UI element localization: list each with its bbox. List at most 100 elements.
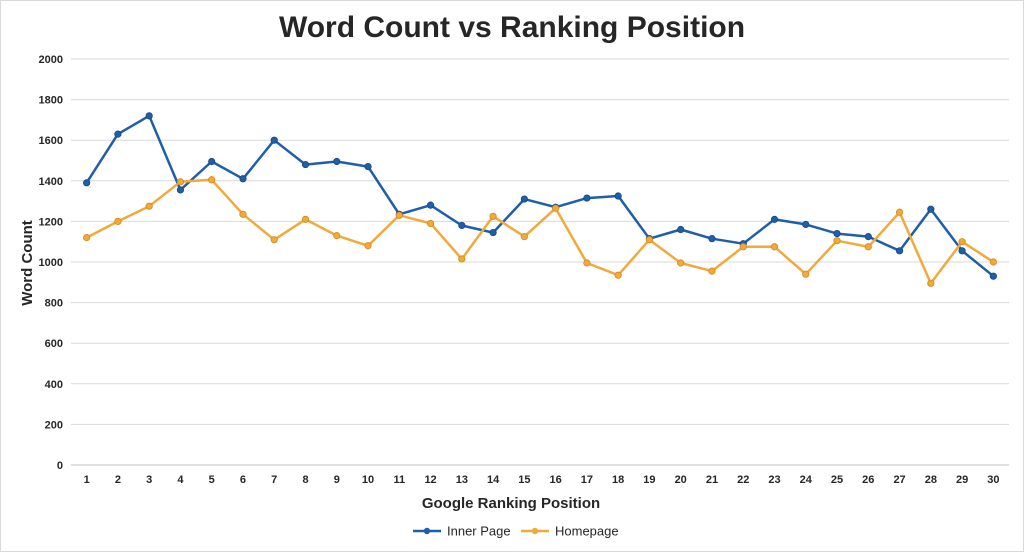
y-tick-label: 800 bbox=[45, 298, 63, 310]
gridlines bbox=[71, 58, 1009, 466]
data-point bbox=[364, 162, 372, 171]
legend: Inner Page Homepage bbox=[413, 524, 619, 539]
y-tick-label: 1800 bbox=[39, 95, 63, 107]
data-point bbox=[489, 212, 497, 220]
x-tick-label: 24 bbox=[800, 474, 813, 486]
x-tick-label: 26 bbox=[862, 474, 874, 486]
data-point bbox=[770, 243, 779, 251]
x-tick-label: 3 bbox=[146, 474, 152, 486]
legend-item: Inner Page bbox=[413, 524, 511, 539]
data-point bbox=[301, 215, 310, 223]
data-point bbox=[927, 205, 935, 213]
legend-item: Homepage bbox=[521, 524, 619, 539]
data-point bbox=[552, 204, 560, 212]
data-point bbox=[802, 270, 810, 278]
data-point bbox=[426, 219, 435, 228]
x-tick-label: 16 bbox=[550, 474, 562, 486]
data-point bbox=[770, 215, 779, 223]
series-line bbox=[85, 114, 995, 278]
x-tick-label: 15 bbox=[518, 474, 530, 486]
x-tick-label: 21 bbox=[706, 474, 718, 486]
x-tick-label: 1 bbox=[84, 474, 90, 486]
data-point bbox=[989, 258, 997, 266]
data-point bbox=[958, 238, 966, 246]
data-point bbox=[708, 267, 716, 275]
y-tick-label: 1200 bbox=[39, 216, 63, 228]
data-point bbox=[333, 157, 341, 166]
y-tick-label: 200 bbox=[45, 419, 63, 431]
x-tick-label: 14 bbox=[487, 474, 500, 486]
data-point bbox=[458, 255, 466, 263]
data-point bbox=[677, 225, 685, 234]
x-tick-label: 4 bbox=[177, 474, 184, 486]
x-tick-label: 19 bbox=[643, 474, 655, 486]
legend-swatch-marker bbox=[531, 527, 539, 535]
data-point bbox=[802, 220, 810, 229]
data-point bbox=[520, 195, 528, 203]
data-point bbox=[520, 233, 528, 241]
x-tick-label: 20 bbox=[675, 474, 687, 486]
x-tick-label: 22 bbox=[737, 474, 749, 486]
y-tick-label: 0 bbox=[57, 460, 63, 472]
y-tick-label: 600 bbox=[45, 338, 63, 350]
y-tick-label: 1600 bbox=[39, 135, 63, 147]
data-point bbox=[114, 217, 122, 225]
x-tick-label: 25 bbox=[831, 474, 843, 486]
y-axis-title: Word Count bbox=[19, 220, 36, 306]
data-point bbox=[833, 229, 841, 238]
y-tick-label: 1000 bbox=[39, 257, 63, 269]
data-point bbox=[583, 259, 591, 267]
x-tick-label: 7 bbox=[271, 474, 277, 486]
y-tick-label: 1400 bbox=[39, 176, 63, 188]
data-point bbox=[239, 175, 247, 183]
data-point bbox=[645, 236, 654, 244]
data-point bbox=[864, 243, 872, 251]
chart-title: Word Count vs Ranking Position bbox=[279, 11, 745, 44]
data-point bbox=[833, 237, 841, 245]
x-tick-labels: 1 2 3 4 5 6 7 8 9 10 11 12 13 14 15 16 17 18 19 20 21 22 23 24 2… bbox=[84, 474, 1000, 486]
y-tick-label: 400 bbox=[45, 379, 63, 391]
data-point bbox=[270, 136, 278, 144]
data-point bbox=[114, 130, 122, 138]
x-tick-label: 29 bbox=[956, 474, 968, 486]
x-tick-label: 8 bbox=[302, 474, 308, 486]
data-point bbox=[333, 232, 341, 240]
data-point bbox=[145, 202, 153, 210]
data-point bbox=[708, 235, 716, 243]
data-point bbox=[395, 211, 403, 219]
data-point bbox=[301, 160, 310, 169]
data-point bbox=[489, 228, 497, 237]
x-tick-label: 18 bbox=[612, 474, 624, 486]
data-point bbox=[83, 234, 91, 242]
data-point bbox=[239, 210, 247, 218]
data-point bbox=[208, 176, 216, 184]
data-point bbox=[145, 112, 153, 120]
series-inner-page bbox=[83, 112, 997, 280]
data-point bbox=[583, 194, 591, 202]
x-tick-label: 27 bbox=[893, 474, 905, 486]
data-point bbox=[83, 179, 91, 187]
data-point bbox=[677, 259, 685, 267]
legend-swatch-marker bbox=[423, 527, 431, 535]
y-tick-label: 2000 bbox=[39, 54, 63, 66]
data-point bbox=[739, 243, 747, 251]
data-point bbox=[364, 242, 372, 250]
x-axis-title: Google Ranking Position bbox=[422, 495, 600, 512]
data-point bbox=[614, 192, 622, 200]
data-point bbox=[426, 201, 435, 209]
legend-label: Inner Page bbox=[447, 524, 511, 539]
data-point bbox=[208, 157, 216, 166]
x-tick-label: 10 bbox=[362, 474, 374, 486]
x-tick-label: 13 bbox=[456, 474, 468, 486]
x-tick-label: 6 bbox=[240, 474, 246, 486]
x-tick-label: 30 bbox=[987, 474, 999, 486]
data-point bbox=[176, 186, 185, 194]
x-tick-label: 28 bbox=[925, 474, 937, 486]
series-group bbox=[83, 112, 997, 287]
data-point bbox=[895, 247, 904, 255]
data-point bbox=[614, 271, 622, 279]
x-tick-label: 2 bbox=[115, 474, 121, 486]
data-point bbox=[989, 272, 997, 280]
data-point bbox=[270, 236, 278, 244]
